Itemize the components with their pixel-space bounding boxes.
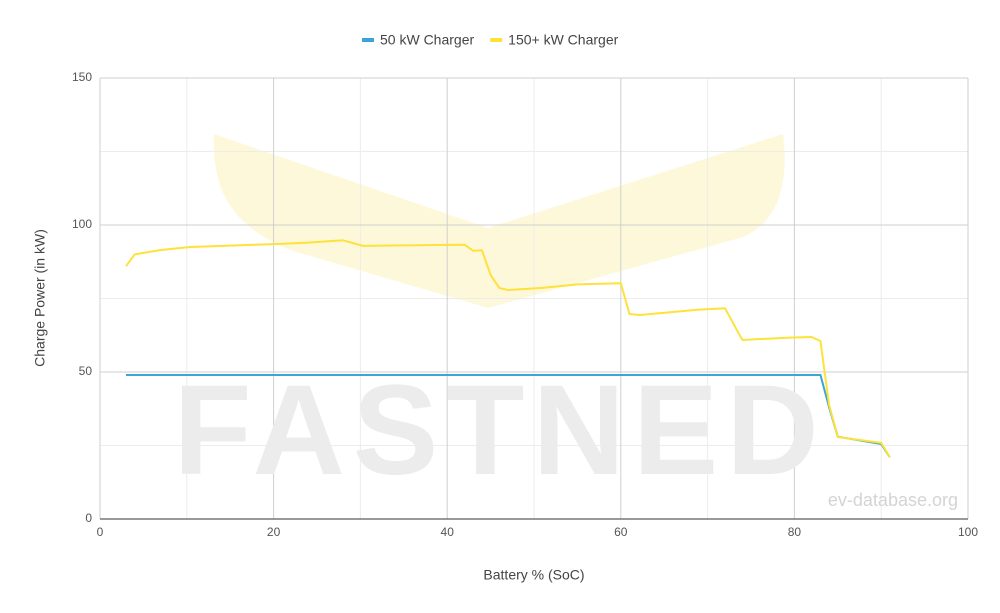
x-tick-label: 0 — [97, 525, 104, 539]
y-tick-label: 100 — [72, 217, 92, 231]
series-line — [125, 239, 891, 458]
source-note: ev-database.org — [828, 490, 958, 510]
grid: 0 20 40 60 80 100 0 50 100 150 — [72, 70, 978, 539]
x-tick-label: 40 — [441, 525, 455, 539]
y-tick-label: 0 — [85, 511, 92, 525]
x-tick-label: 100 — [958, 525, 978, 539]
plot — [125, 239, 891, 458]
logo-shape — [213, 134, 785, 308]
legend-swatch — [362, 38, 374, 42]
y-axis-title: Charge Power (in kW) — [32, 229, 48, 367]
y-tick-label: 50 — [79, 364, 93, 378]
legend-label: 150+ kW Charger — [508, 32, 618, 48]
x-axis-title: Battery % (SoC) — [483, 567, 584, 583]
legend-label: 50 kW Charger — [380, 32, 474, 48]
x-tick-label: 20 — [267, 525, 281, 539]
legend: 50 kW Charger 150+ kW Charger — [362, 32, 619, 48]
x-tick-label: 80 — [788, 525, 802, 539]
y-tick-label: 150 — [72, 70, 92, 84]
logo-watermark — [213, 134, 785, 308]
watermark: FASTNED — [173, 359, 826, 502]
x-tick-label: 60 — [614, 525, 628, 539]
legend-swatch — [490, 38, 503, 42]
